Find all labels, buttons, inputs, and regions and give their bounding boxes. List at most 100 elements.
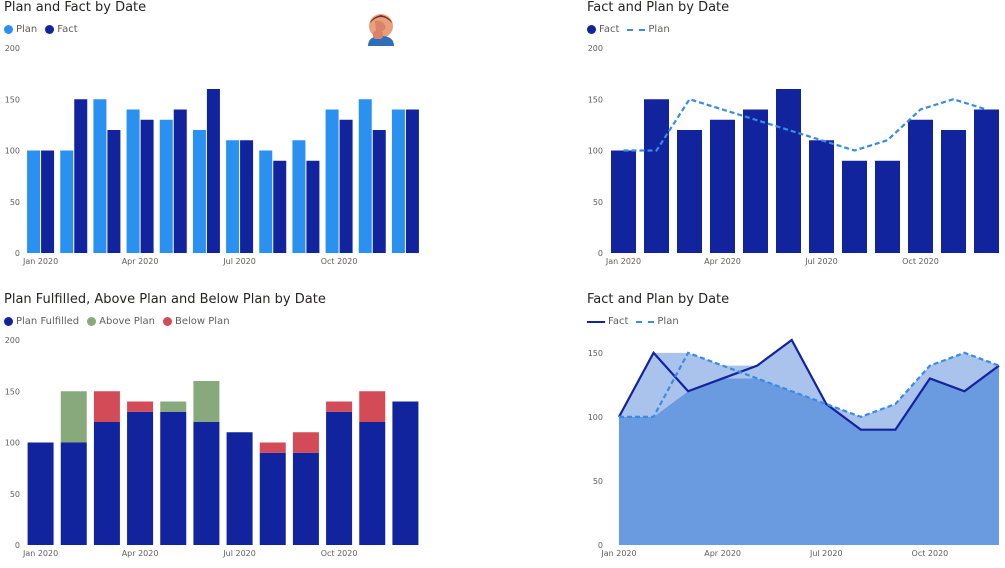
legend-item-fact[interactable]: Fact (587, 316, 628, 327)
y-tick-label: 100 (5, 439, 20, 448)
bar-fact (173, 109, 187, 253)
chart-title: Fact and Plan by Date (587, 0, 730, 15)
y-tick-label: 50 (593, 198, 603, 207)
legend-label: Fact (608, 316, 629, 327)
bar-plan-fulfilled (160, 411, 187, 545)
bar-plan (391, 109, 405, 253)
legend-label: Above Plan (99, 316, 155, 327)
legend-swatch (87, 317, 97, 326)
bar-fact (941, 130, 966, 253)
bar-plan-fulfilled (93, 422, 120, 545)
y-tick-label: 0 (598, 541, 603, 550)
y-tick-label: 150 (588, 95, 603, 104)
chart-panel-fact-plan-area: Fact and Plan by Date Fact Plan 0 50 100 15… (587, 292, 1005, 568)
y-tick-label: 200 (5, 44, 20, 53)
legend-swatch (587, 320, 605, 323)
y-tick-label: 150 (5, 95, 20, 104)
chart-legend: Plan Fulfilled Above Plan Below Plan (4, 316, 230, 327)
line-plan (619, 351, 1000, 419)
legend-label: Plan (16, 24, 38, 35)
legend-item-plan-fulfilled[interactable]: Plan Fulfilled (4, 316, 79, 327)
y-tick-label: 200 (588, 44, 603, 53)
y-tick-label: 0 (15, 249, 20, 258)
legend-label: Plan (657, 316, 679, 327)
chart-legend: Plan Fact (4, 24, 78, 35)
legend-item-plan[interactable]: Plan (4, 24, 37, 35)
chart-title: Plan and Fact by Date (4, 0, 147, 15)
x-tick-label: Oct 2020 (902, 257, 939, 266)
x-tick-label: Apr 2020 (122, 257, 159, 266)
bar-fact (743, 109, 768, 253)
x-tick-label: Jul 2020 (222, 257, 256, 266)
bar-plan (358, 99, 372, 253)
bar-fact (372, 130, 386, 253)
bar-plan (93, 99, 107, 253)
bar-fact (875, 160, 900, 253)
y-tick-label: 50 (593, 477, 603, 486)
legend-item-fact[interactable]: Fact (45, 24, 78, 35)
y-tick-label: 0 (598, 249, 603, 258)
y-tick-label: 100 (5, 147, 20, 156)
bar-plan-fulfilled (359, 422, 386, 545)
facepalm-emoji-icon (368, 14, 394, 46)
bar-plan-fulfilled (127, 411, 154, 545)
bar-fact (611, 150, 636, 253)
bar-below-plan (326, 401, 353, 412)
legend-item-below-plan[interactable]: Below Plan (162, 316, 230, 327)
bar-plan (192, 130, 206, 253)
bar-above-plan (60, 391, 87, 443)
chart-title: Fact and Plan by Date (587, 292, 730, 307)
bar-fact (74, 99, 88, 253)
legend-swatch (587, 25, 596, 34)
legend-swatch (636, 320, 655, 323)
bar-plan (27, 150, 41, 253)
y-tick-label: 100 (588, 147, 603, 156)
chart-title: Plan Fulfilled, Above Plan and Below Pla… (4, 292, 326, 307)
x-tick-label: Jul 2020 (222, 549, 256, 558)
y-tick-label: 0 (15, 541, 20, 550)
legend-label: Plan (648, 24, 670, 35)
area-chart: 0 50 100 150 Jan 2020 Apr 2020 Jul 2020 Oct 202… (588, 338, 1000, 558)
legend-item-fact[interactable]: Fact (587, 24, 619, 35)
x-tick-label: Jan 2020 (22, 549, 58, 558)
y-tick-label: 100 (588, 413, 603, 422)
legend-swatch (4, 25, 13, 34)
x-tick-label: Jan 2020 (600, 549, 636, 558)
legend-label: Plan Fulfilled (16, 316, 80, 327)
x-tick-label: Apr 2020 (704, 549, 741, 558)
x-tick-label: Apr 2020 (704, 257, 741, 266)
x-tick-label: Jan 2020 (22, 257, 58, 266)
legend-swatch (45, 25, 55, 34)
bar-fact (273, 160, 287, 253)
bar-fact (710, 119, 735, 253)
bar-line-combo-chart: 0 50 100 150 200 Jan 2020 Apr 2020 Jul 2020 Oct … (588, 44, 999, 266)
bar-below-plan (127, 401, 154, 412)
bar-fact (107, 130, 121, 253)
chart-panel-plan-fulfilled: Plan Fulfilled, Above Plan and Below Pla… (4, 292, 424, 568)
legend-item-plan[interactable]: Plan (627, 24, 670, 35)
legend-item-plan[interactable]: Plan (636, 316, 679, 327)
bar-fact (140, 119, 154, 253)
bar-fact (644, 99, 669, 253)
bar-fact (974, 109, 999, 253)
bar-fact (206, 89, 220, 253)
legend-item-above-plan[interactable]: Above Plan (87, 316, 155, 327)
clustered-bar-chart: 0 50 100 150 200 Jan 2020 Apr 2020 Jul 2020 Oct … (5, 44, 419, 266)
bar-plan (325, 109, 339, 253)
bar-below-plan (359, 391, 386, 422)
bar-fact (405, 109, 419, 253)
bar-plan (259, 150, 273, 253)
bar-fact (809, 140, 834, 253)
x-tick-label: Jul 2020 (809, 549, 843, 558)
bar-plan-fulfilled (27, 442, 54, 545)
bar-below-plan (259, 442, 286, 453)
chart-panel-plan-fact: Plan and Fact by Date Plan Fact 0 50 100 15… (4, 0, 424, 280)
bar-fact (306, 160, 320, 253)
x-tick-label: Jan 2020 (605, 257, 641, 266)
bar-plan (226, 140, 240, 253)
bar-plan (126, 109, 140, 253)
y-tick-label: 150 (5, 387, 20, 396)
bar-plan (60, 150, 74, 253)
bar-plan-fulfilled (392, 401, 419, 545)
bar-above-plan (193, 381, 220, 422)
